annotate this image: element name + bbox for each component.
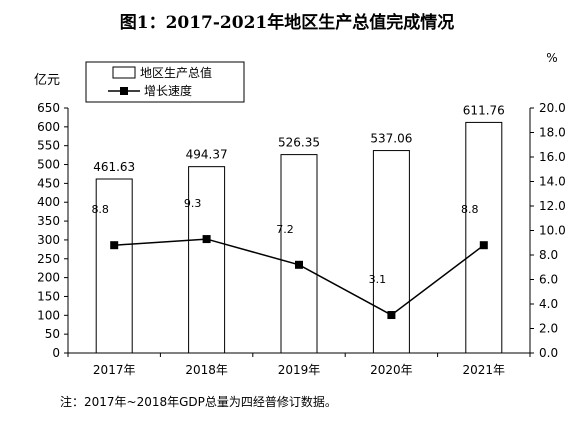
chart-note: 注：2017年~2018年GDP总量为四经普修订数据。 [60, 395, 337, 409]
left-tick-label: 200 [37, 271, 60, 285]
chart-title: 图1：2017-2021年地区生产总值完成情况 [119, 13, 455, 33]
left-tick-label: 650 [37, 101, 60, 115]
right-tick-label: 2.0 [539, 322, 558, 336]
bar-value-label: 526.35 [278, 136, 320, 150]
right-tick-label: 14.0 [539, 175, 566, 189]
right-tick-label: 12.0 [539, 199, 566, 213]
x-tick-label: 2021年 [463, 363, 506, 377]
growth-value-label: 8.8 [91, 203, 109, 216]
bar [465, 121, 503, 354]
bar-value-label: 611.76 [463, 103, 505, 117]
legend-box [85, 61, 245, 103]
x-tick-label: 2017年 [93, 363, 136, 377]
right-axis-title: % [546, 51, 557, 65]
bar-value-label: 494.37 [186, 148, 228, 162]
left-tick-label: 150 [37, 289, 60, 303]
right-tick-label: 6.0 [539, 273, 558, 287]
growth-marker [110, 241, 119, 250]
x-tick-label: 2019年 [278, 363, 321, 377]
left-tick-label: 450 [37, 176, 60, 190]
bar [188, 166, 226, 354]
right-tick-label: 0.0 [539, 346, 558, 360]
growth-marker [387, 311, 396, 320]
legend-bar-swatch [112, 66, 136, 79]
right-tick-label: 4.0 [539, 297, 558, 311]
bar [95, 178, 133, 354]
legend-line-label: 增长速度 [144, 83, 192, 98]
legend-marker-swatch [120, 87, 128, 95]
growth-value-label: 9.3 [184, 197, 202, 210]
left-tick-label: 550 [37, 139, 60, 153]
left-tick-label: 400 [37, 195, 60, 209]
left-tick-label: 300 [37, 233, 60, 247]
bar [280, 154, 318, 354]
left-tick-label: 250 [37, 252, 60, 266]
x-tick-label: 2020年 [370, 363, 413, 377]
left-tick-label: 0 [52, 346, 60, 360]
bar [372, 150, 410, 354]
right-tick-label: 20.0 [539, 101, 566, 115]
growth-value-label: 8.8 [461, 203, 479, 216]
growth-value-label: 3.1 [369, 273, 387, 286]
x-tick-label: 2018年 [185, 363, 228, 377]
left-axis-title: 亿元 [34, 73, 60, 88]
right-tick-label: 16.0 [539, 150, 566, 164]
left-tick-label: 100 [37, 308, 60, 322]
bar-value-label: 461.63 [93, 160, 135, 174]
legend-bar-label: 地区生产总值 [140, 65, 212, 80]
right-tick-label: 18.0 [539, 126, 566, 140]
left-tick-label: 600 [37, 120, 60, 134]
growth-marker [479, 241, 488, 250]
growth-marker [295, 260, 303, 269]
bar-value-label: 537.06 [370, 132, 412, 146]
left-tick-label: 350 [37, 214, 60, 228]
growth-value-label: 7.2 [276, 223, 294, 236]
right-tick-label: 10.0 [539, 224, 566, 238]
right-tick-label: 8.0 [539, 248, 558, 262]
left-tick-label: 500 [37, 158, 60, 172]
left-tick-label: 50 [45, 327, 60, 341]
growth-marker [202, 235, 211, 244]
